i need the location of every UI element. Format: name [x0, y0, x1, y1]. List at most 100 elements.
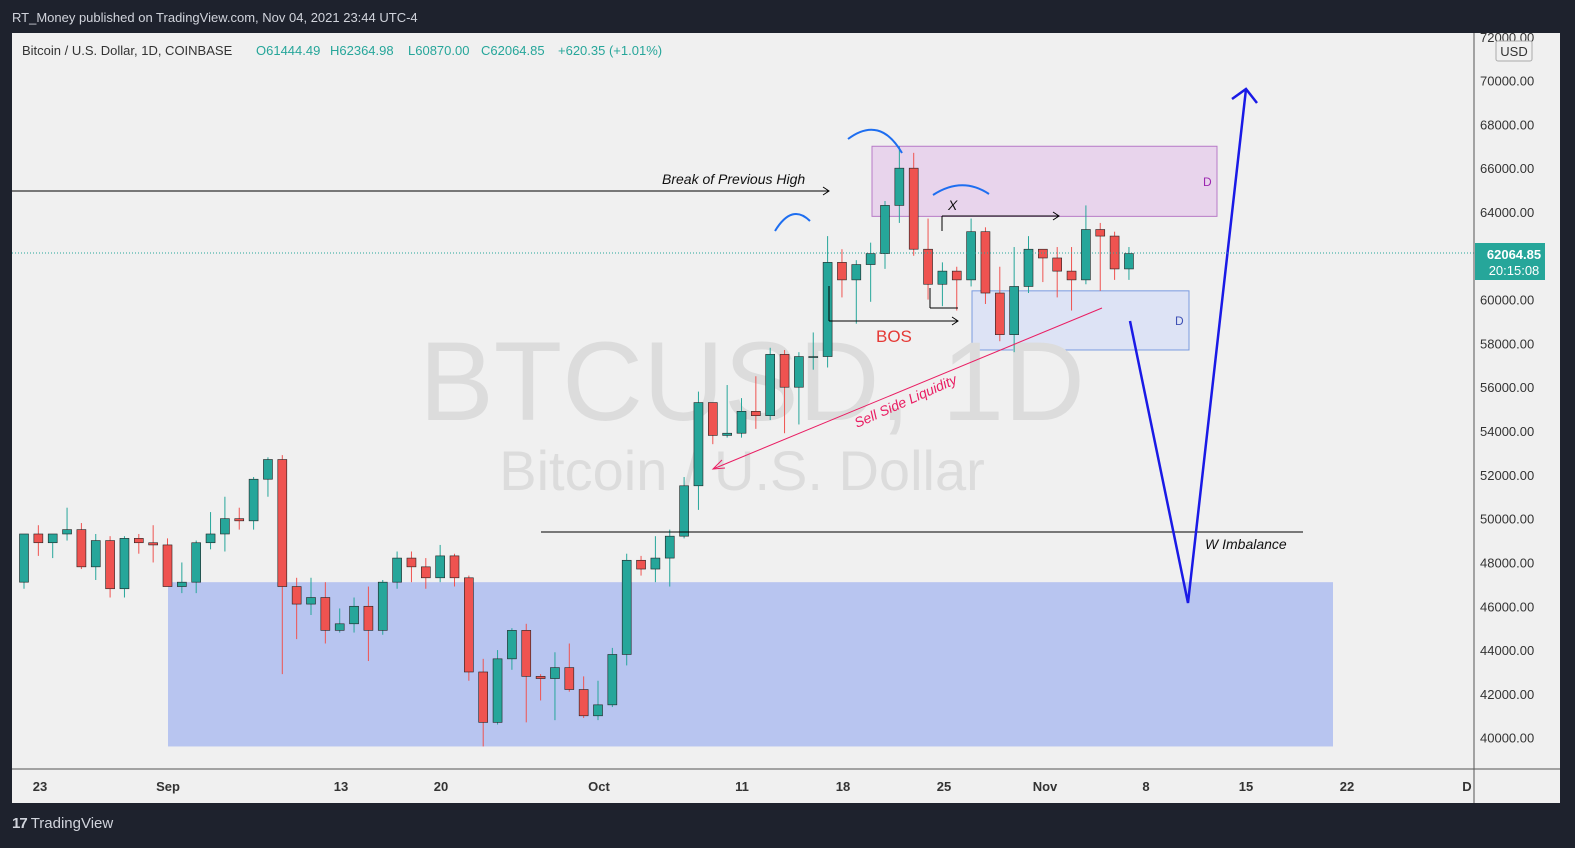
candle-body [664, 535, 675, 559]
candle-body [492, 658, 503, 723]
bos-label: BOS [876, 327, 912, 346]
candle-body [33, 533, 44, 544]
watermark-name: Bitcoin / U.S. Dollar [499, 439, 985, 502]
candle-body [420, 566, 431, 579]
time-axis[interactable]: 23 Sep 13 20 Oct 11 18 25 Nov 8 15 22 D [33, 779, 1472, 794]
candle-body [607, 654, 618, 706]
candle [593, 680, 603, 721]
candle [1109, 231, 1120, 280]
price-tick-label: 40000.00 [1480, 731, 1534, 746]
time-tick-label: 11 [735, 779, 749, 794]
ohlc-legend: Bitcoin / U.S. Dollar, 1D, COINBASE O614… [22, 43, 662, 58]
candle [578, 676, 589, 718]
candle [951, 266, 962, 311]
supply-zone-lower [971, 290, 1190, 351]
chart-svg[interactable]: D D BTCUSD, 1D Bitcoin / U.S. Dollar Brea… [12, 30, 1560, 803]
candle-body [1066, 270, 1077, 281]
candle-body [908, 167, 919, 250]
candle [33, 525, 44, 556]
time-tick-label: Sep [156, 779, 180, 794]
candle [334, 608, 345, 633]
candle-body [1038, 248, 1048, 259]
tradingview-brand[interactable]: 17 TradingView [12, 815, 113, 832]
candle [980, 227, 991, 304]
candle-body [966, 231, 976, 281]
time-tick-label: 18 [836, 779, 850, 794]
candle [1038, 248, 1048, 283]
candle-body [148, 542, 158, 546]
x-label: X [947, 197, 958, 213]
supply-zone-upper [871, 145, 1218, 217]
candle-body [263, 459, 273, 480]
candle [1009, 247, 1019, 353]
candle-body [765, 354, 776, 416]
candle [162, 538, 173, 587]
candle-body [880, 205, 890, 254]
candle [550, 652, 560, 721]
last-price-badge [1475, 243, 1545, 280]
candle [994, 266, 1005, 342]
candle [392, 551, 402, 589]
candle [564, 643, 575, 692]
candle-body [980, 231, 991, 294]
candle-body [693, 402, 704, 487]
candle [521, 623, 532, 723]
candle [966, 218, 976, 287]
candle-body [306, 597, 316, 605]
candle [420, 558, 431, 589]
watermark-ticker: BTCUSD, 1D [419, 319, 1085, 444]
candle [306, 577, 316, 616]
candle [664, 529, 675, 587]
publish-info: RT_Money published on TradingView.com, N… [12, 10, 418, 25]
candle-body [1052, 257, 1062, 272]
candle [263, 457, 273, 497]
time-tick-label: 13 [334, 779, 348, 794]
candle [621, 553, 632, 666]
projection-arrowhead [1231, 87, 1258, 104]
currency-box[interactable] [1495, 40, 1533, 62]
legend-close: C62064.85 [481, 43, 545, 58]
candle-body [1124, 253, 1134, 270]
candle-body [636, 559, 646, 570]
candle [822, 236, 833, 368]
last-price-label: 62064.85 [1487, 247, 1541, 262]
candle-body [751, 411, 761, 416]
candle-body [76, 529, 87, 568]
candle [234, 507, 245, 530]
candle-body [334, 623, 345, 631]
chart-area[interactable]: D D BTCUSD, 1D Bitcoin / U.S. Dollar Brea… [12, 30, 1560, 803]
candle-body [593, 704, 603, 717]
candle-body [937, 270, 948, 285]
candle [1095, 222, 1106, 291]
time-tick-label: 20 [434, 779, 448, 794]
candle-body [205, 533, 216, 544]
candle [349, 597, 359, 633]
candle [464, 575, 474, 681]
candle-body [779, 354, 790, 388]
candle [148, 525, 158, 563]
candle [449, 553, 460, 587]
time-tick-label: 22 [1340, 779, 1354, 794]
candle-body [550, 667, 560, 679]
candle-body [1009, 286, 1019, 335]
candle [765, 347, 776, 421]
time-tick-label: Nov [1033, 779, 1058, 794]
price-axis[interactable]: 72000.0070000.0068000.0066000.0064000.00… [1480, 30, 1534, 746]
candle-body [134, 538, 144, 544]
candle-body [894, 167, 905, 206]
candle [865, 242, 876, 302]
candle-body [248, 478, 259, 522]
w-imbalance-label: W Imbalance [1205, 536, 1287, 552]
candle-body [162, 544, 173, 587]
candle-body [707, 402, 718, 436]
candle [937, 262, 948, 307]
candle [880, 201, 890, 269]
drawings-group: Break of Previous High X BOS Sell Side L… [12, 87, 1474, 604]
high-arc-3 [932, 184, 990, 196]
candle-body [464, 577, 474, 673]
candle-body [808, 356, 819, 358]
countdown-label: 20:15:08 [1489, 263, 1540, 278]
price-tick-label: 54000.00 [1480, 424, 1534, 439]
time-tick-label: D [1462, 779, 1471, 794]
candle-body [320, 597, 331, 631]
